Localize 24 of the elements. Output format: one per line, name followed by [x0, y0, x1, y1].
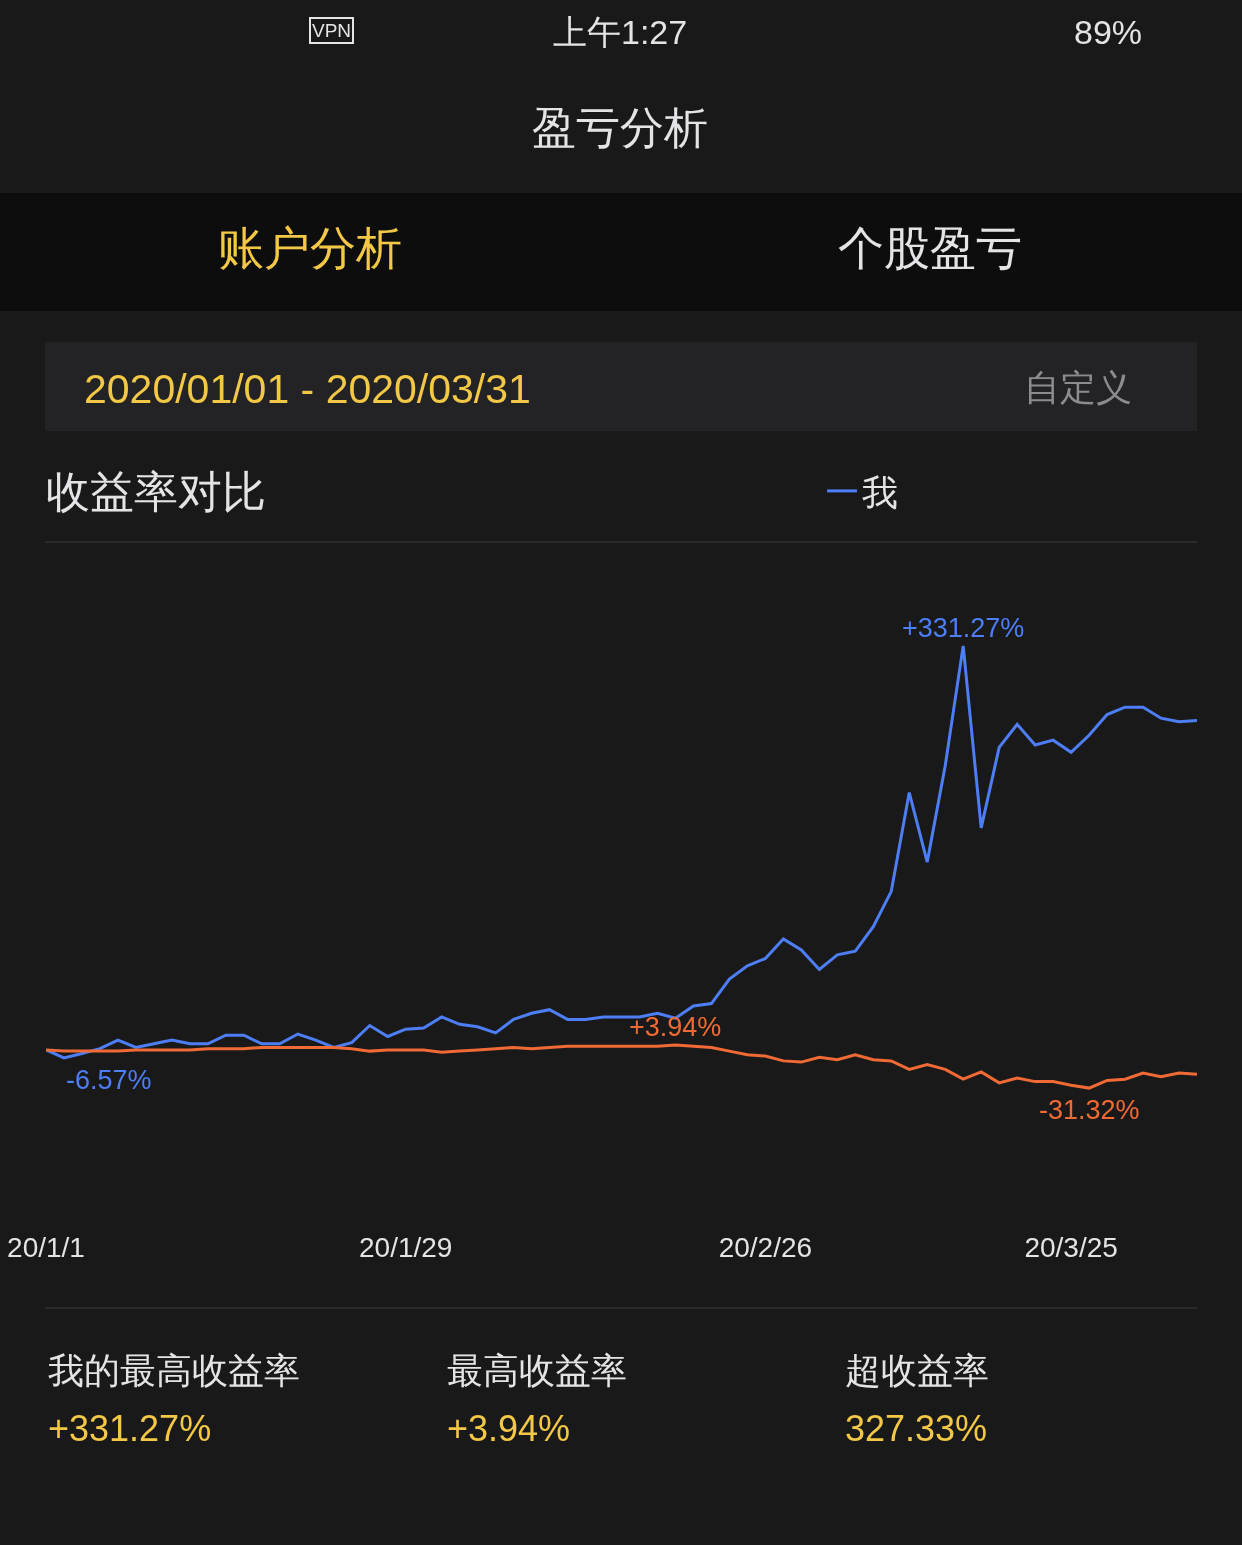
text: VPN — [312, 20, 352, 41]
data-label: -31.32% — [1039, 1095, 1140, 1125]
x-tick-label: 20/3/25 — [1024, 1232, 1118, 1264]
text: +3.94% — [447, 1408, 571, 1449]
text: 自定义 — [1024, 367, 1132, 408]
text: 我的最高收益率 — [48, 1350, 300, 1391]
text: +331.27% — [48, 1408, 212, 1449]
text: 最高收益率 — [447, 1350, 627, 1391]
legend-label: 我 — [862, 471, 898, 513]
x-tick-label: 20/2/26 — [718, 1232, 813, 1264]
chart-title: 收益率对比 — [46, 467, 266, 517]
text: 2020/01/01 - 2020/03/31 — [84, 366, 531, 412]
text: 上午1:27 — [553, 13, 688, 51]
text: 个股盈亏 — [838, 222, 1022, 274]
data-label: +331.27% — [902, 613, 1025, 643]
data-label: +3.94% — [629, 1012, 722, 1042]
x-tick-label: 20/1/1 — [7, 1232, 85, 1264]
text: 超收益率 — [845, 1350, 989, 1391]
text: 账户分析 — [218, 222, 402, 274]
x-tick-label: 20/1/29 — [358, 1232, 453, 1264]
data-label: -6.57% — [66, 1065, 152, 1095]
text: 89% — [1074, 13, 1143, 51]
text: 327.33% — [845, 1408, 988, 1449]
text: 盈亏分析 — [532, 103, 708, 152]
